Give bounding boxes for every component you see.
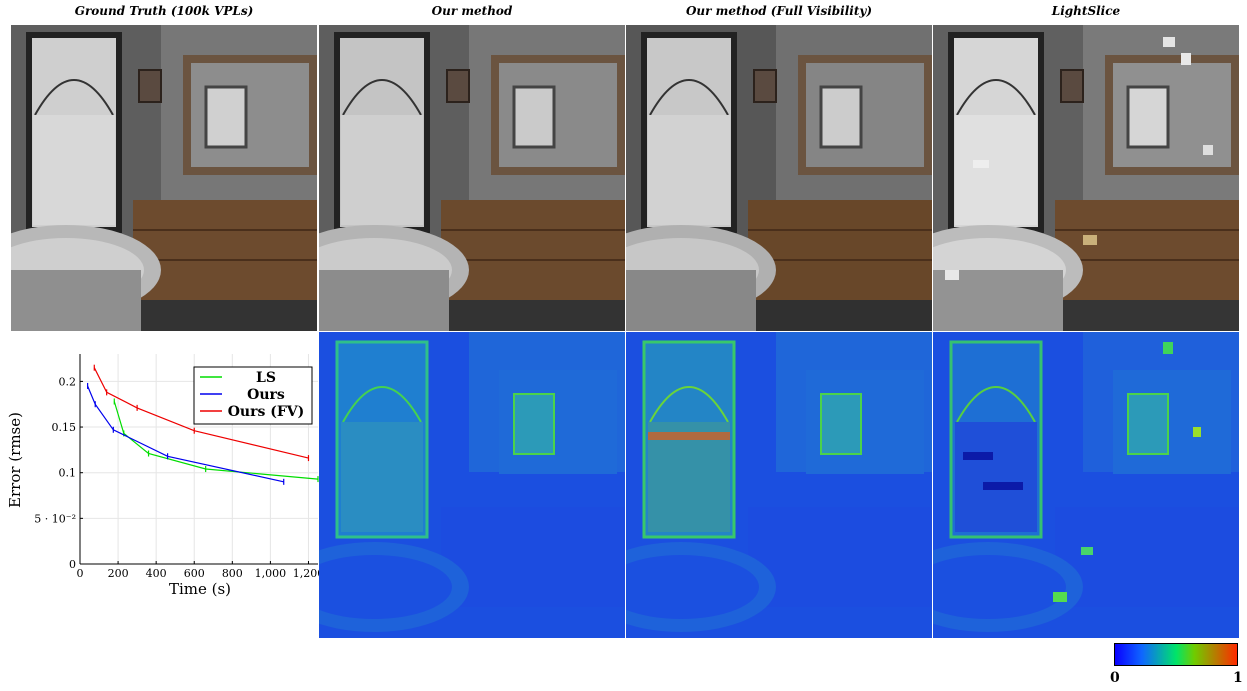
error-map-our-method-fv bbox=[626, 332, 932, 638]
legend-label-0: LS bbox=[256, 370, 276, 386]
render-our-method-fv bbox=[626, 25, 932, 331]
y-tick-label: 0 bbox=[69, 558, 76, 571]
render-lightslice bbox=[933, 25, 1239, 331]
colorbar-min-label: 0 bbox=[1110, 670, 1120, 686]
x-tick-label: 400 bbox=[146, 567, 167, 580]
x-tick-label: 600 bbox=[184, 567, 205, 580]
legend-label-1: Ours bbox=[247, 387, 285, 403]
column-title-ground-truth: Ground Truth (100k VPLs) bbox=[11, 4, 317, 22]
x-axis-label: Time (s) bbox=[169, 580, 231, 598]
render-our-method bbox=[319, 25, 625, 331]
x-tick-label: 200 bbox=[108, 567, 129, 580]
column-title-our-method: Our method bbox=[319, 4, 625, 22]
error-vs-time-chart: 0 200 400 600 800 1,000 1,200 0 5 · 10⁻² 0.1 0.15 0… bbox=[0, 332, 320, 632]
error-map-our-method bbox=[319, 332, 625, 638]
colorbar-max-label: 1 bbox=[1233, 670, 1243, 686]
y-tick-label: 0.15 bbox=[52, 421, 77, 434]
x-tick-label: 1,000 bbox=[255, 567, 287, 580]
legend-label-2: Ours (FV) bbox=[228, 404, 305, 420]
error-colorbar bbox=[1114, 643, 1238, 666]
column-title-lightslice: LightSlice bbox=[933, 4, 1239, 22]
x-tick-label: 0 bbox=[77, 567, 84, 580]
x-tick-label: 1,200 bbox=[293, 567, 320, 580]
x-tick-label: 800 bbox=[222, 567, 243, 580]
y-tick-label: 0.2 bbox=[59, 375, 77, 388]
y-tick-label: 5 · 10⁻² bbox=[34, 512, 76, 525]
column-title-our-method-fv: Our method (Full Visibility) bbox=[626, 4, 932, 22]
render-ground-truth bbox=[11, 25, 317, 331]
y-tick-label: 0.1 bbox=[59, 467, 77, 480]
error-map-lightslice bbox=[933, 332, 1239, 638]
y-axis-label: Error (rmse) bbox=[6, 412, 24, 508]
